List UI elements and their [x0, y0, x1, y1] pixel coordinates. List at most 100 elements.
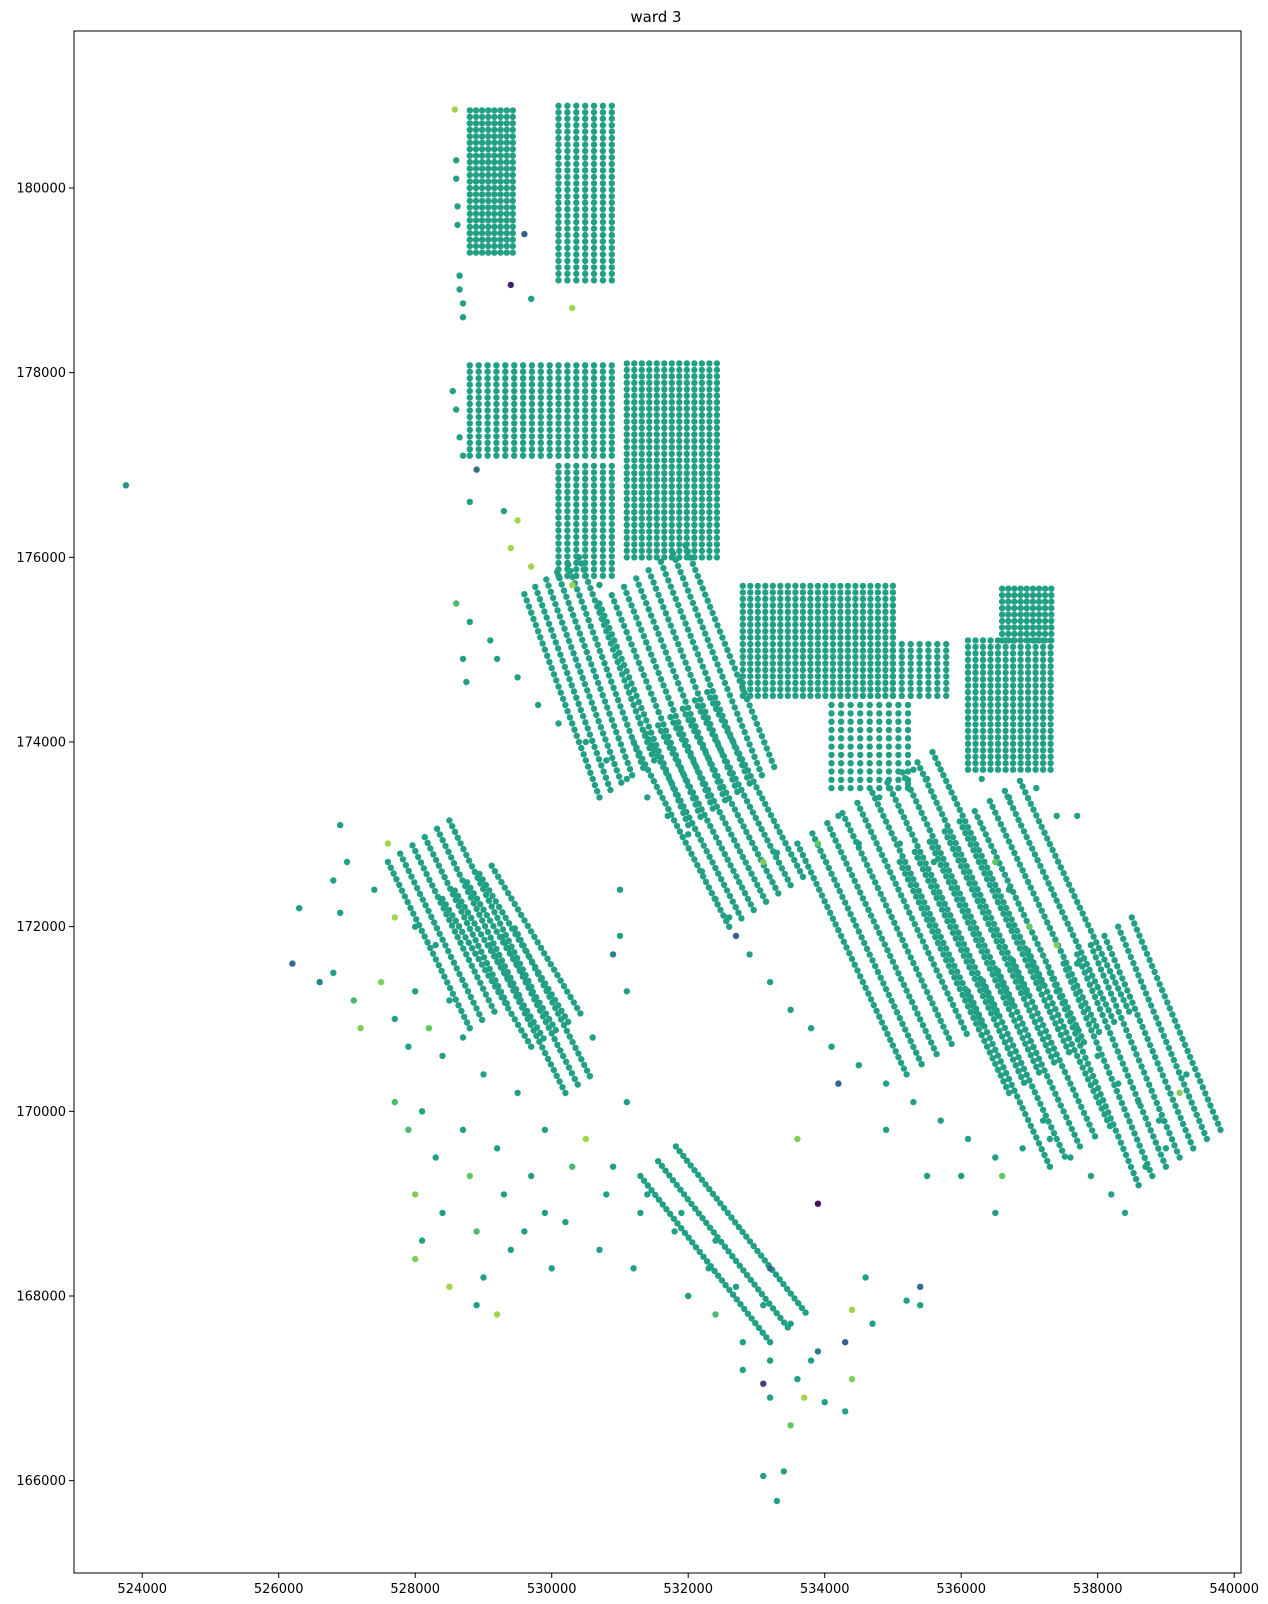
data-point: [792, 621, 799, 628]
data-point: [482, 966, 489, 974]
data-point: [564, 462, 571, 470]
data-point: [987, 643, 994, 651]
data-point: [775, 890, 782, 897]
data-point: [731, 704, 738, 711]
data-point: [661, 515, 668, 522]
data-point: [1107, 1030, 1114, 1037]
data-point: [1161, 993, 1169, 1000]
data-point: [712, 736, 719, 743]
data-point: [638, 373, 645, 380]
data-point: [880, 896, 887, 903]
data-point: [459, 314, 467, 321]
data-point: [590, 244, 598, 252]
data-point: [545, 582, 552, 589]
data-point: [898, 647, 905, 654]
data-point: [739, 722, 746, 730]
data-point: [947, 923, 954, 931]
data-point: [704, 597, 711, 604]
data-point: [794, 840, 801, 847]
data-point: [1073, 990, 1080, 998]
data-point: [707, 822, 714, 830]
data-point: [521, 591, 528, 598]
data-point: [759, 1329, 766, 1336]
data-point: [573, 244, 580, 252]
data-point: [799, 666, 807, 674]
data-point: [792, 640, 799, 648]
data-point: [769, 608, 776, 615]
data-point: [746, 702, 753, 709]
data-point: [1037, 1100, 1044, 1108]
data-point: [638, 502, 645, 509]
data-point: [608, 394, 615, 401]
data-point: [844, 905, 852, 912]
data-point: [1075, 996, 1083, 1004]
data-point: [777, 653, 784, 661]
data-point: [466, 230, 473, 237]
data-point: [1008, 916, 1015, 923]
data-point: [1009, 669, 1017, 676]
data-point: [561, 663, 569, 671]
data-point: [739, 666, 746, 674]
data-point: [889, 589, 897, 596]
data-point: [573, 501, 580, 508]
data-point: [739, 582, 746, 590]
data-point: [937, 861, 944, 868]
data-point: [468, 962, 475, 969]
data-point: [596, 1246, 603, 1254]
data-point: [475, 426, 482, 434]
data-point: [582, 109, 589, 116]
data-point: [784, 602, 791, 609]
data-point: [581, 1061, 588, 1069]
data-point: [1046, 1008, 1054, 1015]
data-point: [1022, 956, 1029, 964]
data-point: [972, 637, 979, 644]
data-point: [1012, 1062, 1019, 1069]
data-point: [628, 602, 635, 609]
data-point: [582, 141, 589, 148]
data-point: [1003, 916, 1010, 923]
data-point: [1031, 851, 1039, 858]
data-point: [1011, 922, 1018, 929]
data-point: [706, 521, 713, 529]
data-point: [601, 698, 609, 705]
data-point: [873, 840, 880, 847]
data-point: [1030, 806, 1037, 813]
data-point: [960, 868, 968, 876]
data-point: [478, 210, 486, 217]
data-point: [478, 171, 486, 179]
data-point: [1115, 985, 1122, 992]
data-point: [536, 596, 544, 603]
data-point: [1047, 650, 1054, 657]
data-point: [874, 602, 882, 609]
data-point: [612, 690, 620, 698]
data-point: [624, 759, 631, 767]
data-point: [1146, 1081, 1153, 1088]
data-point: [955, 857, 962, 864]
data-point: [573, 527, 580, 534]
data-point: [574, 662, 582, 669]
data-point: [583, 1067, 591, 1074]
data-point: [746, 834, 753, 841]
data-point: [582, 514, 589, 521]
data-point: [485, 178, 492, 185]
data-point: [884, 1030, 891, 1038]
data-point: [534, 939, 541, 946]
data-point: [1049, 1014, 1056, 1021]
data-point: [751, 753, 758, 760]
data-point: [1030, 1057, 1037, 1065]
data-point: [1128, 1039, 1135, 1046]
data-point: [391, 1098, 398, 1106]
data-point: [666, 1172, 673, 1179]
data-point: [650, 618, 657, 625]
data-point: [638, 444, 645, 451]
data-point: [1024, 794, 1032, 802]
data-point: [836, 887, 843, 895]
data-point: [503, 204, 510, 211]
data-point: [1041, 598, 1049, 605]
data-point: [916, 686, 923, 693]
data-point: [888, 997, 895, 1004]
data-point: [829, 686, 837, 693]
data-point: [1044, 1002, 1051, 1010]
data-point: [633, 744, 640, 751]
data-point: [895, 726, 902, 734]
